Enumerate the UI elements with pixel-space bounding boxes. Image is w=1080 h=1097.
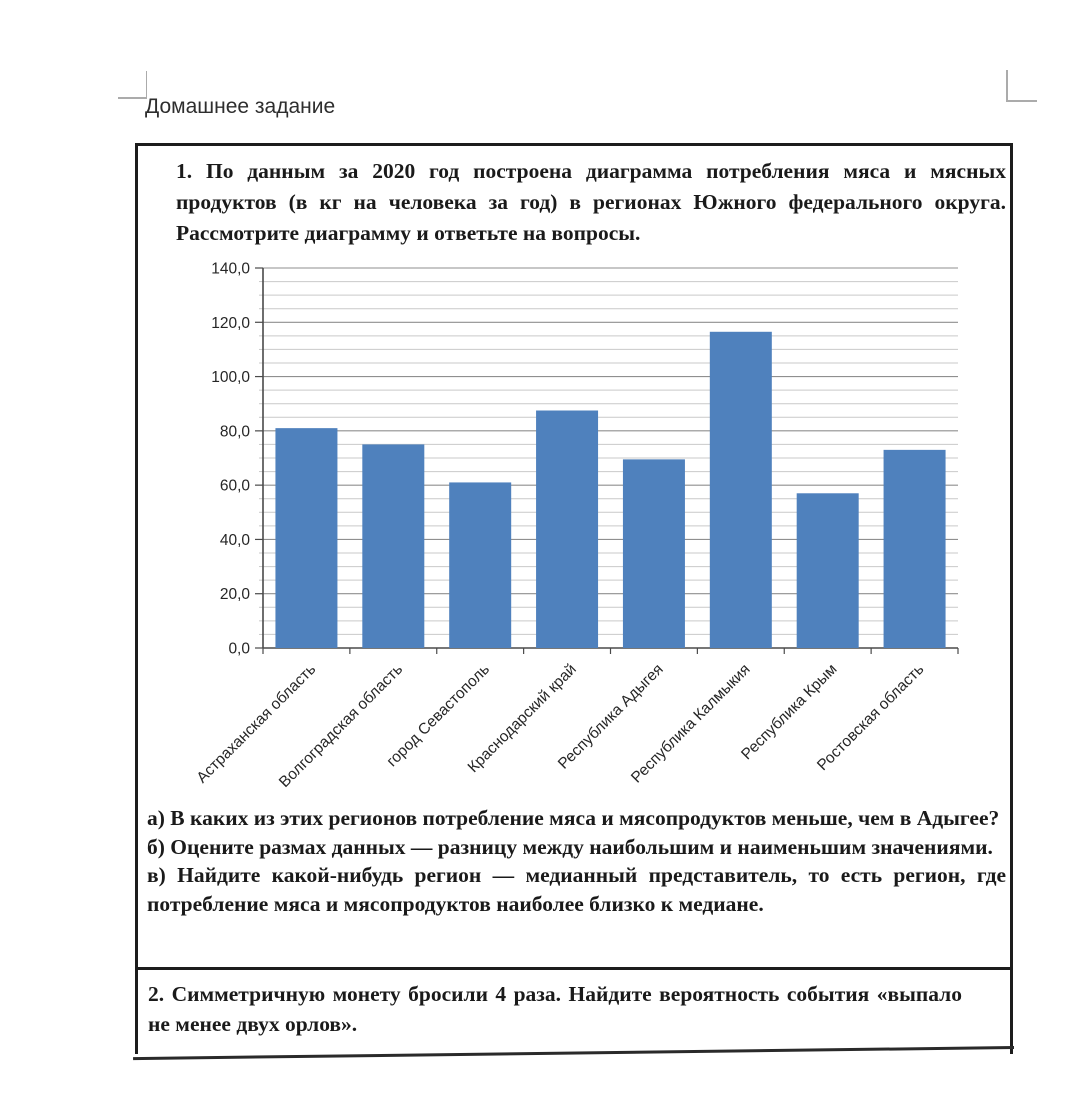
problem1-box: 1. По данным за 2020 год построена диагр… — [135, 143, 1013, 970]
problem2-statement: 2. Симметричную монету бросили 4 раза. Н… — [148, 979, 962, 1039]
question-a-text: В каких из этих регионов потребление мяс… — [164, 806, 1000, 830]
bar — [883, 449, 946, 648]
corner-mark-top-left-horizontal — [118, 97, 147, 99]
y-tick-label: 100,0 — [211, 369, 250, 386]
y-tick-label: 80,0 — [220, 423, 251, 440]
bar — [709, 331, 772, 648]
corner-mark-top-left-vertical — [145, 71, 147, 98]
question-v-text: Найдите какой-нибудь регион — медианный … — [147, 863, 1006, 916]
problem1-text: По данным за 2020 год построена диаграмм… — [176, 159, 1006, 245]
problem1-number: 1. — [176, 159, 193, 183]
y-tick-label: 40,0 — [220, 532, 251, 549]
problem2-box: 2. Симметричную монету бросили 4 раза. Н… — [135, 970, 1013, 1054]
bar-chart-svg: 0,020,040,060,080,0100,0120,0140,0Астрах… — [194, 261, 959, 791]
y-tick-label: 60,0 — [220, 478, 251, 495]
y-tick-label: 0,0 — [228, 641, 250, 658]
corner-mark-top-right-horizontal — [1006, 100, 1037, 102]
category-label: Республика Крым — [738, 661, 840, 763]
question-v-label: в) — [147, 863, 166, 887]
y-tick-label: 20,0 — [220, 586, 251, 603]
y-tick-label: 140,0 — [211, 261, 250, 278]
meat-consumption-bar-chart: 0,0 20,0 40,0 60,0 80,0 100,0 120,0 140,0 Астрах… — [191, 249, 1013, 811]
problem1-questions: а) В каких из этих регионов потребление … — [147, 804, 1006, 918]
question-b: б) Оцените размах данных — разницу между… — [147, 833, 1006, 862]
problem2-text: Симметричную монету бросили 4 раза. Найд… — [148, 982, 962, 1036]
question-v: в) Найдите какой-нибудь регион — медианн… — [147, 861, 1006, 918]
question-a: а) В каких из этих регионов потребление … — [147, 804, 1006, 833]
question-a-label: а) — [147, 806, 165, 830]
bar — [449, 482, 512, 648]
y-tick-label: 120,0 — [211, 315, 250, 332]
bar — [796, 493, 859, 648]
question-b-label: б) — [147, 834, 165, 859]
question-b-text: Оцените размах данных — разницу между на… — [164, 834, 993, 859]
page-title: Домашнее задание — [145, 95, 336, 118]
problem1-statement: 1. По данным за 2020 год построена диагр… — [176, 156, 1006, 249]
problem2-number: 2. — [148, 982, 165, 1006]
bar — [622, 459, 685, 648]
corner-mark-top-right-vertical — [1006, 70, 1008, 101]
bar — [536, 410, 599, 648]
bar — [275, 428, 338, 648]
bar — [362, 444, 425, 648]
